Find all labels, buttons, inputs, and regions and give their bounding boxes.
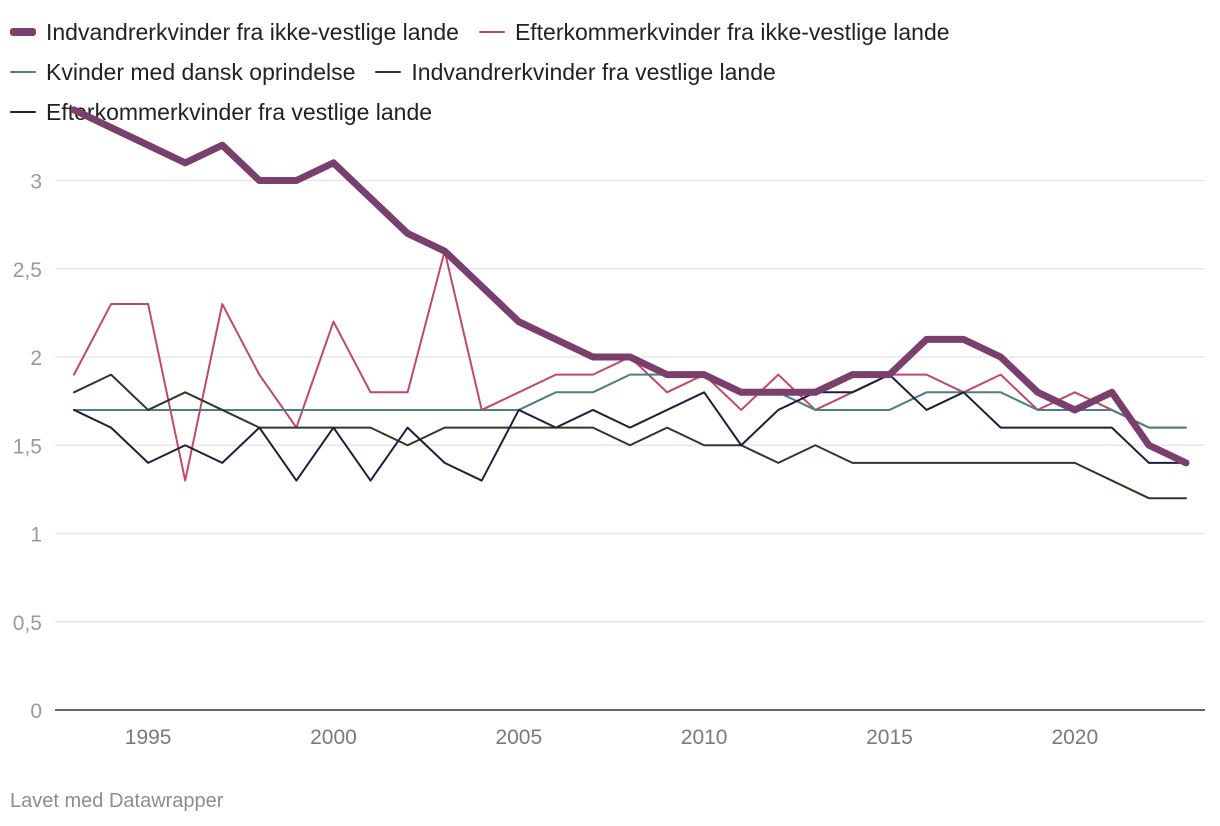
legend-item-immigrant-western: Indvandrerkvinder fra vestlige lande bbox=[375, 52, 776, 92]
x-tick-label: 2000 bbox=[310, 726, 357, 749]
source-credit: Lavet med Datawrapper bbox=[10, 790, 224, 812]
series-lines bbox=[70, 106, 1190, 500]
legend-label: Indvandrerkvinder fra ikke-vestlige land… bbox=[46, 19, 459, 45]
legend-item-descendant-western: Efterkommerkvinder fra vestlige lande bbox=[10, 92, 432, 132]
series-line-1 bbox=[70, 106, 1190, 467]
gridlines bbox=[55, 179, 1205, 623]
y-tick-label: 1,5 bbox=[13, 435, 42, 458]
y-tick-label: 0,5 bbox=[13, 612, 42, 635]
x-tick-label: 2005 bbox=[495, 726, 542, 749]
legend-swatch bbox=[10, 27, 36, 36]
series-line-3 bbox=[73, 373, 1187, 429]
axes: 0 0,5 1 1,5 2 2,5 3 1995 2000 2005 2010 2015 2020 bbox=[13, 171, 1205, 749]
series-line-5 bbox=[73, 373, 1187, 482]
x-tick-label: 1995 bbox=[125, 726, 172, 749]
y-tick-label: 3 bbox=[30, 171, 42, 194]
legend-swatch bbox=[478, 30, 505, 33]
legend-swatch bbox=[10, 70, 36, 73]
y-tick-label: 2,5 bbox=[13, 259, 42, 282]
x-tick-label: 2015 bbox=[866, 726, 913, 749]
legend-label: Kvinder med dansk oprindelse bbox=[46, 59, 356, 85]
legend-swatch bbox=[375, 70, 402, 73]
legend-item-descendant-nonwestern: Efterkommerkvinder fra ikke-vestlige lan… bbox=[478, 12, 950, 52]
x-tick-label: 2020 bbox=[1051, 726, 1098, 749]
y-tick-label: 2 bbox=[30, 347, 42, 370]
legend-item-danish-origin: Kvinder med dansk oprindelse bbox=[10, 52, 355, 92]
y-tick-label: 0 bbox=[30, 700, 42, 723]
chart-legend: Indvandrerkvinder fra ikke-vestlige land… bbox=[10, 12, 1210, 132]
x-tick-label: 2010 bbox=[681, 726, 728, 749]
legend-label: Efterkommerkvinder fra ikke-vestlige lan… bbox=[514, 19, 950, 45]
legend-label: Indvandrerkvinder fra vestlige lande bbox=[411, 59, 776, 85]
legend-label: Efterkommerkvinder fra vestlige lande bbox=[46, 99, 433, 125]
legend-item-immigrant-nonwestern: Indvandrerkvinder fra ikke-vestlige land… bbox=[10, 12, 459, 52]
y-tick-label: 1 bbox=[30, 524, 42, 547]
legend-swatch bbox=[10, 110, 36, 113]
